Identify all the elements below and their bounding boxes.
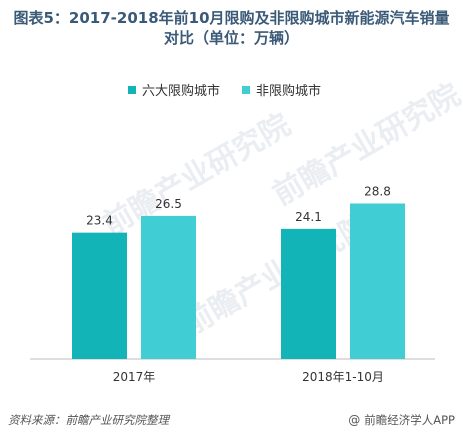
- legend-swatch-series-2: [242, 85, 251, 94]
- data-label-1-2: 24.1: [295, 210, 322, 224]
- legend-item-series-1: 六大限购城市: [128, 80, 220, 99]
- x-tick-label-1: 2017年: [113, 370, 156, 384]
- data-label-1-1: 23.4: [86, 214, 113, 228]
- brand-text: 前瞻经济学人APP: [364, 413, 455, 427]
- brand-at-icon: @: [348, 413, 361, 427]
- data-label-2-2: 28.8: [364, 184, 391, 198]
- bar-1-1: [72, 232, 127, 359]
- chart-title-line-2: 对比（单位：万辆）: [163, 29, 299, 47]
- bar-2-1: [141, 215, 196, 359]
- chart-title-line-1: 图表5：2017-2018年前10月限购及非限购城市新能源汽车销量: [13, 9, 450, 27]
- brand: @ 前瞻经济学人APP: [348, 412, 455, 428]
- legend-label-series-1: 六大限购城市: [142, 84, 221, 99]
- chart-title: 图表5：2017-2018年前10月限购及非限购城市新能源汽车销量 对比（单位：…: [0, 8, 463, 48]
- data-label-2-1: 26.5: [155, 197, 182, 211]
- bar-1-2: [281, 228, 336, 359]
- source-note: 资料来源：前瞻产业研究院整理: [8, 413, 169, 427]
- legend-item-series-2: 非限购城市: [242, 80, 321, 99]
- x-tick-label-2: 2018年1-10月: [302, 370, 384, 384]
- legend-swatch-series-1: [128, 85, 136, 94]
- footer: 资料来源：前瞻产业研究院整理 @ 前瞻经济学人APP: [8, 412, 455, 428]
- legend-label-series-2: 非限购城市: [256, 84, 322, 99]
- chart-legend: 六大限购城市 非限购城市: [128, 80, 321, 99]
- bar-2-2: [350, 203, 405, 359]
